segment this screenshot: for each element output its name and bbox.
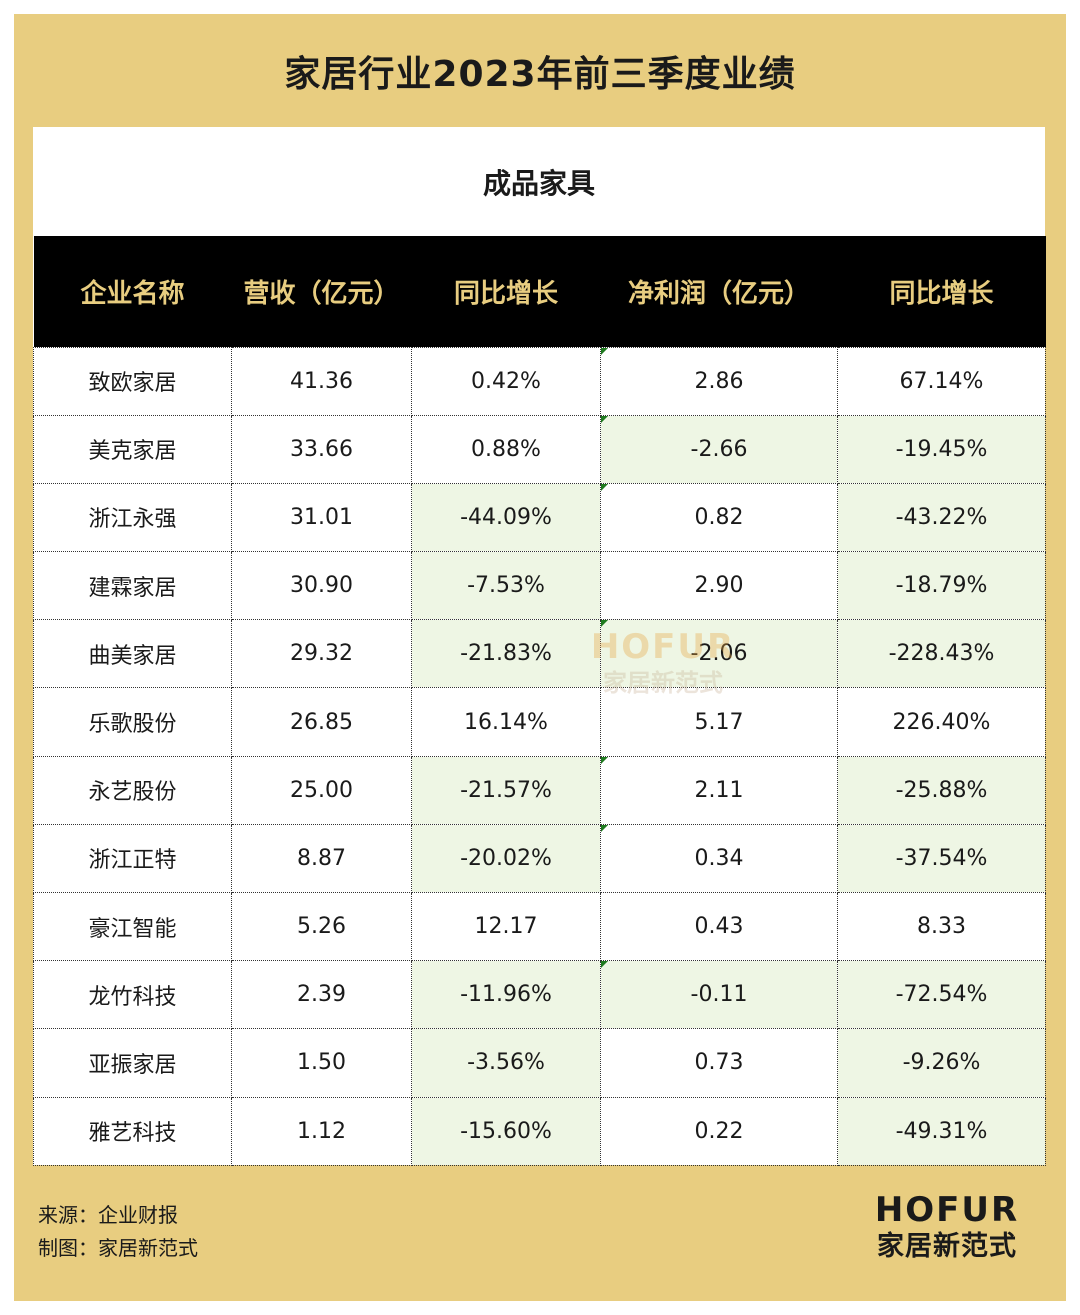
header-company: 企业名称 xyxy=(80,278,185,309)
profit-growth-cell: -18.79% xyxy=(837,551,1046,621)
profit-growth-cell: -37.54% xyxy=(837,823,1046,894)
net-profit-cell: -2.66 xyxy=(600,414,838,484)
table-row: 乐歌股份 26.85 16.14% 5.17 226.40% xyxy=(33,687,1046,757)
revenue-cell: 30.90 xyxy=(231,551,412,621)
table-header-row: 企业名称 营收（亿元） 同比增长 净利润（亿元） 同比增长 xyxy=(33,236,1046,347)
company-cell: 浙江正特 xyxy=(33,823,232,894)
footer-notes: 来源：企业财报 制图：家居新范式 xyxy=(38,1199,198,1265)
table-row: 浙江永强 31.01 -44.09% 0.82 -43.22% xyxy=(33,482,1046,553)
revenue-cell: 1.12 xyxy=(231,1096,412,1166)
revenue-cell: 29.32 xyxy=(231,619,412,689)
revenue-cell: 8.87 xyxy=(231,823,412,894)
revenue-growth-cell: -11.96% xyxy=(411,960,601,1030)
company-cell: 美克家居 xyxy=(33,414,232,484)
brand-name-cn: 家居新范式 xyxy=(877,1231,1017,1262)
table-body: 致欧家居 41.36 0.42% 2.86 67.14% 美克家居 33.66 0.88% -2… xyxy=(33,346,1046,1166)
profit-growth-cell: 226.40% xyxy=(837,687,1046,757)
performance-table: 企业名称 营收（亿元） 同比增长 净利润（亿元） 同比增长 致欧家居 41.36 0… xyxy=(33,236,1046,1166)
cell-note-marker-icon xyxy=(601,620,608,628)
cell-note-marker-icon xyxy=(601,961,608,969)
company-cell: 浙江永强 xyxy=(33,482,232,553)
brand-logo: HOFUR 家居新范式 xyxy=(872,1190,1022,1264)
revenue-cell: 5.26 xyxy=(231,891,412,962)
cell-note-marker-icon xyxy=(601,347,608,355)
net-profit-cell: 2.90 xyxy=(600,551,838,621)
revenue-cell: 33.66 xyxy=(231,414,412,484)
company-cell: 建霖家居 xyxy=(33,551,232,621)
net-profit-cell: 0.34 xyxy=(600,823,838,894)
table-row: 豪江智能 5.26 12.17 0.43 8.33 xyxy=(33,891,1046,962)
net-profit-cell: 0.73 xyxy=(600,1028,838,1098)
company-cell: 乐歌股份 xyxy=(33,687,232,757)
profit-growth-cell: -72.54% xyxy=(837,960,1046,1030)
profit-growth-cell: -25.88% xyxy=(837,755,1046,825)
revenue-growth-cell: 12.17 xyxy=(411,891,601,962)
table-row: 曲美家居 29.32 -21.83% -2.06 -228.43% xyxy=(33,619,1046,689)
table-subtitle: 成品家具 xyxy=(482,166,595,200)
revenue-cell: 25.00 xyxy=(231,755,412,825)
net-profit-cell: 2.86 xyxy=(600,346,838,416)
revenue-growth-cell: -7.53% xyxy=(411,551,601,621)
revenue-growth-cell: -44.09% xyxy=(411,482,601,553)
company-cell: 亚振家居 xyxy=(33,1028,232,1098)
profit-growth-cell: -49.31% xyxy=(837,1096,1046,1166)
table-row: 建霖家居 30.90 -7.53% 2.90 -18.79% xyxy=(33,551,1046,621)
revenue-growth-cell: 0.88% xyxy=(411,414,601,484)
revenue-growth-cell: 16.14% xyxy=(411,687,601,757)
table-row: 致欧家居 41.36 0.42% 2.86 67.14% xyxy=(33,346,1046,416)
cell-note-marker-icon xyxy=(601,824,608,832)
table-row: 永艺股份 25.00 -21.57% 2.11 -25.88% xyxy=(33,755,1046,825)
profit-growth-cell: -228.43% xyxy=(837,619,1046,689)
table-row: 龙竹科技 2.39 -11.96% -0.11 -72.54% xyxy=(33,960,1046,1030)
header-net-profit: 净利润（亿元） xyxy=(627,278,810,309)
net-profit-cell: 5.17 xyxy=(600,687,838,757)
revenue-cell: 26.85 xyxy=(231,687,412,757)
revenue-cell: 2.39 xyxy=(231,960,412,1030)
maker-note: 制图：家居新范式 xyxy=(38,1236,198,1260)
net-profit-cell: -2.06 xyxy=(600,619,838,689)
cell-note-marker-icon xyxy=(601,756,608,764)
page-title: 家居行业2023年前三季度业绩 xyxy=(284,53,796,95)
revenue-growth-cell: -15.60% xyxy=(411,1096,601,1166)
net-profit-cell: 0.82 xyxy=(600,482,838,553)
cell-note-marker-icon xyxy=(601,415,608,423)
table-row: 浙江正特 8.87 -20.02% 0.34 -37.54% xyxy=(33,823,1046,894)
table-card: 成品家具 企业名称 营收（亿元） 同比增长 净利润（亿元） 同比增长 致欧家居 4… xyxy=(33,127,1046,1166)
poster-frame: 家居行业2023年前三季度业绩 成品家具 企业名称 营收（亿元） 同比增长 净利… xyxy=(14,14,1066,1301)
revenue-growth-cell: -21.57% xyxy=(411,755,601,825)
table-row: 亚振家居 1.50 -3.56% 0.73 -9.26% xyxy=(33,1028,1046,1098)
revenue-cell: 31.01 xyxy=(231,482,412,553)
company-cell: 龙竹科技 xyxy=(33,960,232,1030)
cell-note-marker-icon xyxy=(601,483,608,491)
net-profit-cell: 2.11 xyxy=(600,755,838,825)
profit-growth-cell: -19.45% xyxy=(837,414,1046,484)
profit-growth-cell: 67.14% xyxy=(837,346,1046,416)
company-cell: 致欧家居 xyxy=(33,346,232,416)
company-cell: 永艺股份 xyxy=(33,755,232,825)
company-cell: 雅艺科技 xyxy=(33,1096,232,1166)
header-profit-growth: 同比增长 xyxy=(889,278,994,309)
revenue-growth-cell: -3.56% xyxy=(411,1028,601,1098)
net-profit-cell: 0.22 xyxy=(600,1096,838,1166)
header-revenue: 营收（亿元） xyxy=(243,278,400,309)
profit-growth-cell: -43.22% xyxy=(837,482,1046,553)
revenue-cell: 1.50 xyxy=(231,1028,412,1098)
table-row: 美克家居 33.66 0.88% -2.66 -19.45% xyxy=(33,414,1046,484)
revenue-growth-cell: -21.83% xyxy=(411,619,601,689)
company-cell: 豪江智能 xyxy=(33,891,232,962)
net-profit-cell: -0.11 xyxy=(600,960,838,1030)
net-profit-cell: 0.43 xyxy=(600,891,838,962)
profit-growth-cell: -9.26% xyxy=(837,1028,1046,1098)
revenue-growth-cell: -20.02% xyxy=(411,823,601,894)
profit-growth-cell: 8.33 xyxy=(837,891,1046,962)
brand-name-en: HOFUR xyxy=(874,1190,1020,1230)
source-note: 来源：企业财报 xyxy=(38,1203,178,1227)
header-revenue-growth: 同比增长 xyxy=(453,278,558,309)
company-cell: 曲美家居 xyxy=(33,619,232,689)
table-row: 雅艺科技 1.12 -15.60% 0.22 -49.31% xyxy=(33,1096,1046,1166)
revenue-growth-cell: 0.42% xyxy=(411,346,601,416)
revenue-cell: 41.36 xyxy=(231,346,412,416)
